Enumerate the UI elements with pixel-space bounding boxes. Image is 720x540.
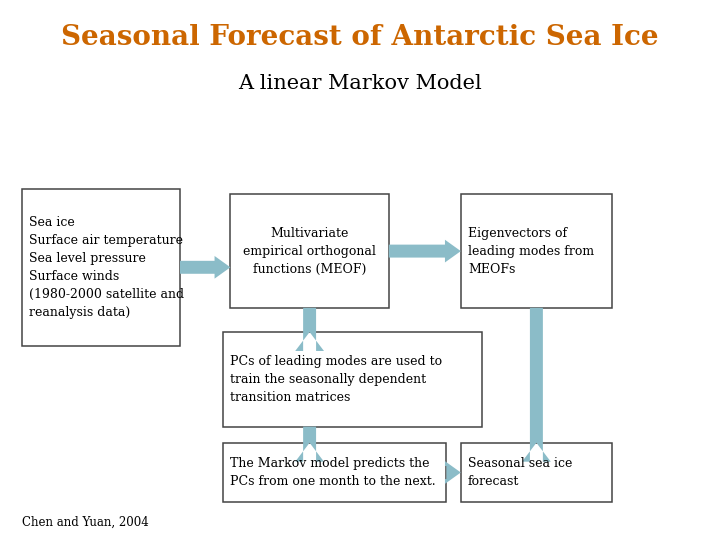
Text: Sea ice
Surface air temperature
Sea level pressure
Surface winds
(1980-2000 sate: Sea ice Surface air temperature Sea leve…	[29, 216, 184, 319]
Text: Eigenvectors of
leading modes from
MEOFs: Eigenvectors of leading modes from MEOFs	[468, 227, 594, 275]
Bar	[230, 194, 389, 308]
Bar	[223, 332, 482, 427]
Text: Seasonal sea ice
forecast: Seasonal sea ice forecast	[468, 457, 572, 488]
FancyArrow shape	[522, 308, 551, 462]
Text: PCs of leading modes are used to
train the seasonally dependent
transition matri: PCs of leading modes are used to train t…	[230, 355, 443, 404]
FancyArrow shape	[445, 461, 461, 484]
Bar	[223, 443, 446, 502]
Bar	[461, 194, 612, 308]
FancyArrow shape	[180, 256, 230, 279]
Bar	[22, 189, 180, 346]
FancyArrow shape	[295, 308, 324, 351]
Text: Chen and Yuan, 2004: Chen and Yuan, 2004	[22, 516, 148, 529]
Text: Multivariate
empirical orthogonal
functions (MEOF): Multivariate empirical orthogonal functi…	[243, 227, 376, 275]
FancyArrow shape	[295, 427, 324, 462]
FancyArrow shape	[389, 240, 461, 262]
Text: Seasonal Forecast of Antarctic Sea Ice: Seasonal Forecast of Antarctic Sea Ice	[61, 24, 659, 51]
Text: A linear Markov Model: A linear Markov Model	[238, 74, 482, 93]
Text: The Markov model predicts the
PCs from one month to the next.: The Markov model predicts the PCs from o…	[230, 457, 436, 488]
Bar	[461, 443, 612, 502]
